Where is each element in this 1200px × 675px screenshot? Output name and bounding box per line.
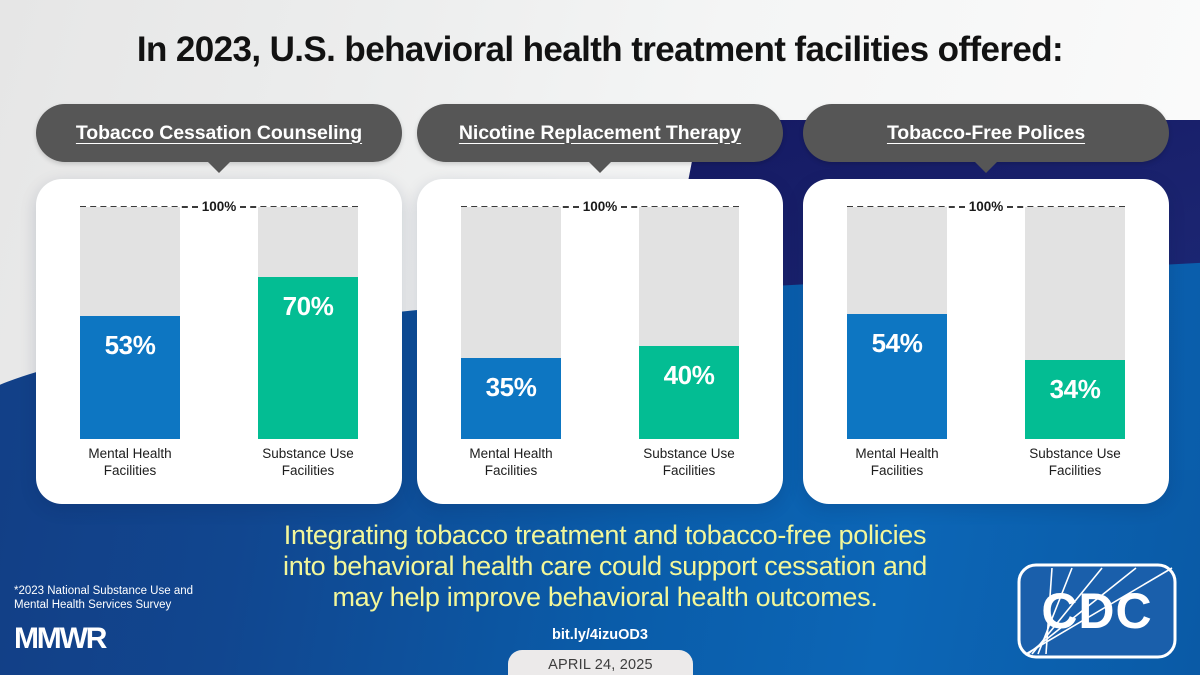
bar-caption-mental-health: Mental Health Facilities bbox=[55, 445, 205, 479]
bar-value-label: 70% bbox=[282, 290, 334, 321]
panel-header: Tobacco-Free Polices bbox=[803, 104, 1169, 173]
bar-fill: 34% bbox=[1025, 360, 1125, 439]
cdc-logo-rays bbox=[1025, 567, 1173, 655]
chart-card: 100% 54% 34% Mental Health bbox=[803, 179, 1169, 504]
footnote-line-2: Mental Health Services Survey bbox=[14, 599, 172, 611]
panel-pointer-triangle bbox=[587, 160, 613, 173]
bar-value-label: 54% bbox=[871, 327, 923, 358]
bar-caption-mental-health: Mental Health Facilities bbox=[436, 445, 586, 479]
bar-group-mental-health: 53% bbox=[80, 207, 180, 439]
caption-line-1: Mental Health bbox=[855, 446, 939, 461]
bar-value-label: 34% bbox=[1049, 374, 1101, 405]
mmwr-wordmark: MMWR bbox=[14, 622, 107, 655]
reference-line-label: 100% bbox=[582, 198, 618, 214]
short-link[interactable]: bit.ly/4izuOD3 bbox=[552, 627, 648, 643]
bar-fill: 54% bbox=[847, 313, 947, 439]
chart-card: 100% 35% 40% Mental Health bbox=[417, 179, 783, 504]
caption-line-2: Facilities bbox=[103, 463, 157, 478]
bar-caption-substance-use: Substance Use Facilities bbox=[233, 445, 383, 479]
cdc-logo: CDC bbox=[1016, 562, 1178, 660]
message-line-1: Integrating tobacco treatment and tobacc… bbox=[283, 520, 927, 550]
key-message: Integrating tobacco treatment and tobacc… bbox=[210, 520, 1000, 613]
source-footnote: *2023 National Substance Use and Mental … bbox=[14, 584, 224, 612]
chart-card: 100% 53% 70% Mental Health bbox=[36, 179, 402, 504]
caption-line-1: Substance Use bbox=[262, 446, 354, 461]
panel-header: Nicotine Replacement Therapy bbox=[417, 104, 783, 173]
bar-fill: 70% bbox=[258, 276, 358, 439]
caption-line-2: Facilities bbox=[1048, 463, 1102, 478]
bar-value-label: 35% bbox=[485, 371, 537, 402]
panel-pointer-triangle bbox=[973, 160, 999, 173]
message-line-3: may help improve behavioral health outco… bbox=[332, 582, 878, 612]
reference-line-label: 100% bbox=[968, 198, 1004, 214]
bar-group-substance-use: 70% bbox=[258, 207, 358, 439]
panel-tobacco-free-policies: Tobacco-Free Polices 100% 54% bbox=[803, 104, 1169, 504]
message-line-2: into behavioral health care could suppor… bbox=[283, 551, 927, 581]
cdc-logo-frame bbox=[1017, 563, 1177, 659]
panel-nicotine-replacement-therapy: Nicotine Replacement Therapy 100% 35% bbox=[417, 104, 783, 504]
panel-header-label: Tobacco-Free Polices bbox=[886, 121, 1086, 144]
bar-value-label: 53% bbox=[104, 330, 156, 361]
caption-line-2: Facilities bbox=[662, 463, 716, 478]
bar-fill: 53% bbox=[80, 316, 180, 439]
panel-header: Tobacco Cessation Counseling bbox=[36, 104, 402, 173]
panel-pointer-triangle bbox=[206, 160, 232, 173]
background-blue-band bbox=[0, 470, 1200, 675]
reference-line-label: 100% bbox=[201, 198, 237, 214]
bar-group-mental-health: 35% bbox=[461, 207, 561, 439]
bar-caption-substance-use: Substance Use Facilities bbox=[1000, 445, 1150, 479]
bar-caption-substance-use: Substance Use Facilities bbox=[614, 445, 764, 479]
bar-value-label: 40% bbox=[663, 360, 715, 391]
caption-line-2: Facilities bbox=[484, 463, 538, 478]
caption-line-2: Facilities bbox=[281, 463, 335, 478]
bar-group-substance-use: 40% bbox=[639, 207, 739, 439]
panel-tobacco-cessation-counseling: Tobacco Cessation Counseling 100% 53% bbox=[36, 104, 402, 504]
bar-fill: 40% bbox=[639, 346, 739, 439]
panel-header-label: Tobacco Cessation Counseling bbox=[75, 121, 363, 144]
date-label: APRIL 24, 2025 bbox=[548, 657, 653, 673]
bar-chart: 100% 54% 34% Mental Health bbox=[803, 199, 1169, 478]
panel-header-label: Nicotine Replacement Therapy bbox=[458, 121, 742, 144]
caption-line-1: Mental Health bbox=[88, 446, 172, 461]
footnote-line-1: *2023 National Substance Use and bbox=[14, 585, 194, 597]
bar-chart: 100% 35% 40% Mental Health bbox=[417, 199, 783, 478]
page-title: In 2023, U.S. behavioral health treatmen… bbox=[136, 30, 1064, 69]
bar-group-substance-use: 34% bbox=[1025, 207, 1125, 439]
caption-line-1: Substance Use bbox=[1029, 446, 1121, 461]
caption-line-2: Facilities bbox=[870, 463, 924, 478]
bar-caption-mental-health: Mental Health Facilities bbox=[822, 445, 972, 479]
cdc-logo-svg: CDC bbox=[1017, 563, 1177, 659]
bar-group-mental-health: 54% bbox=[847, 207, 947, 439]
date-badge: APRIL 24, 2025 bbox=[508, 650, 693, 675]
cdc-logo-text: CDC bbox=[1041, 583, 1152, 639]
caption-line-1: Substance Use bbox=[643, 446, 735, 461]
bar-fill: 35% bbox=[461, 357, 561, 439]
bar-chart: 100% 53% 70% Mental Health bbox=[36, 199, 402, 478]
caption-line-1: Mental Health bbox=[469, 446, 553, 461]
